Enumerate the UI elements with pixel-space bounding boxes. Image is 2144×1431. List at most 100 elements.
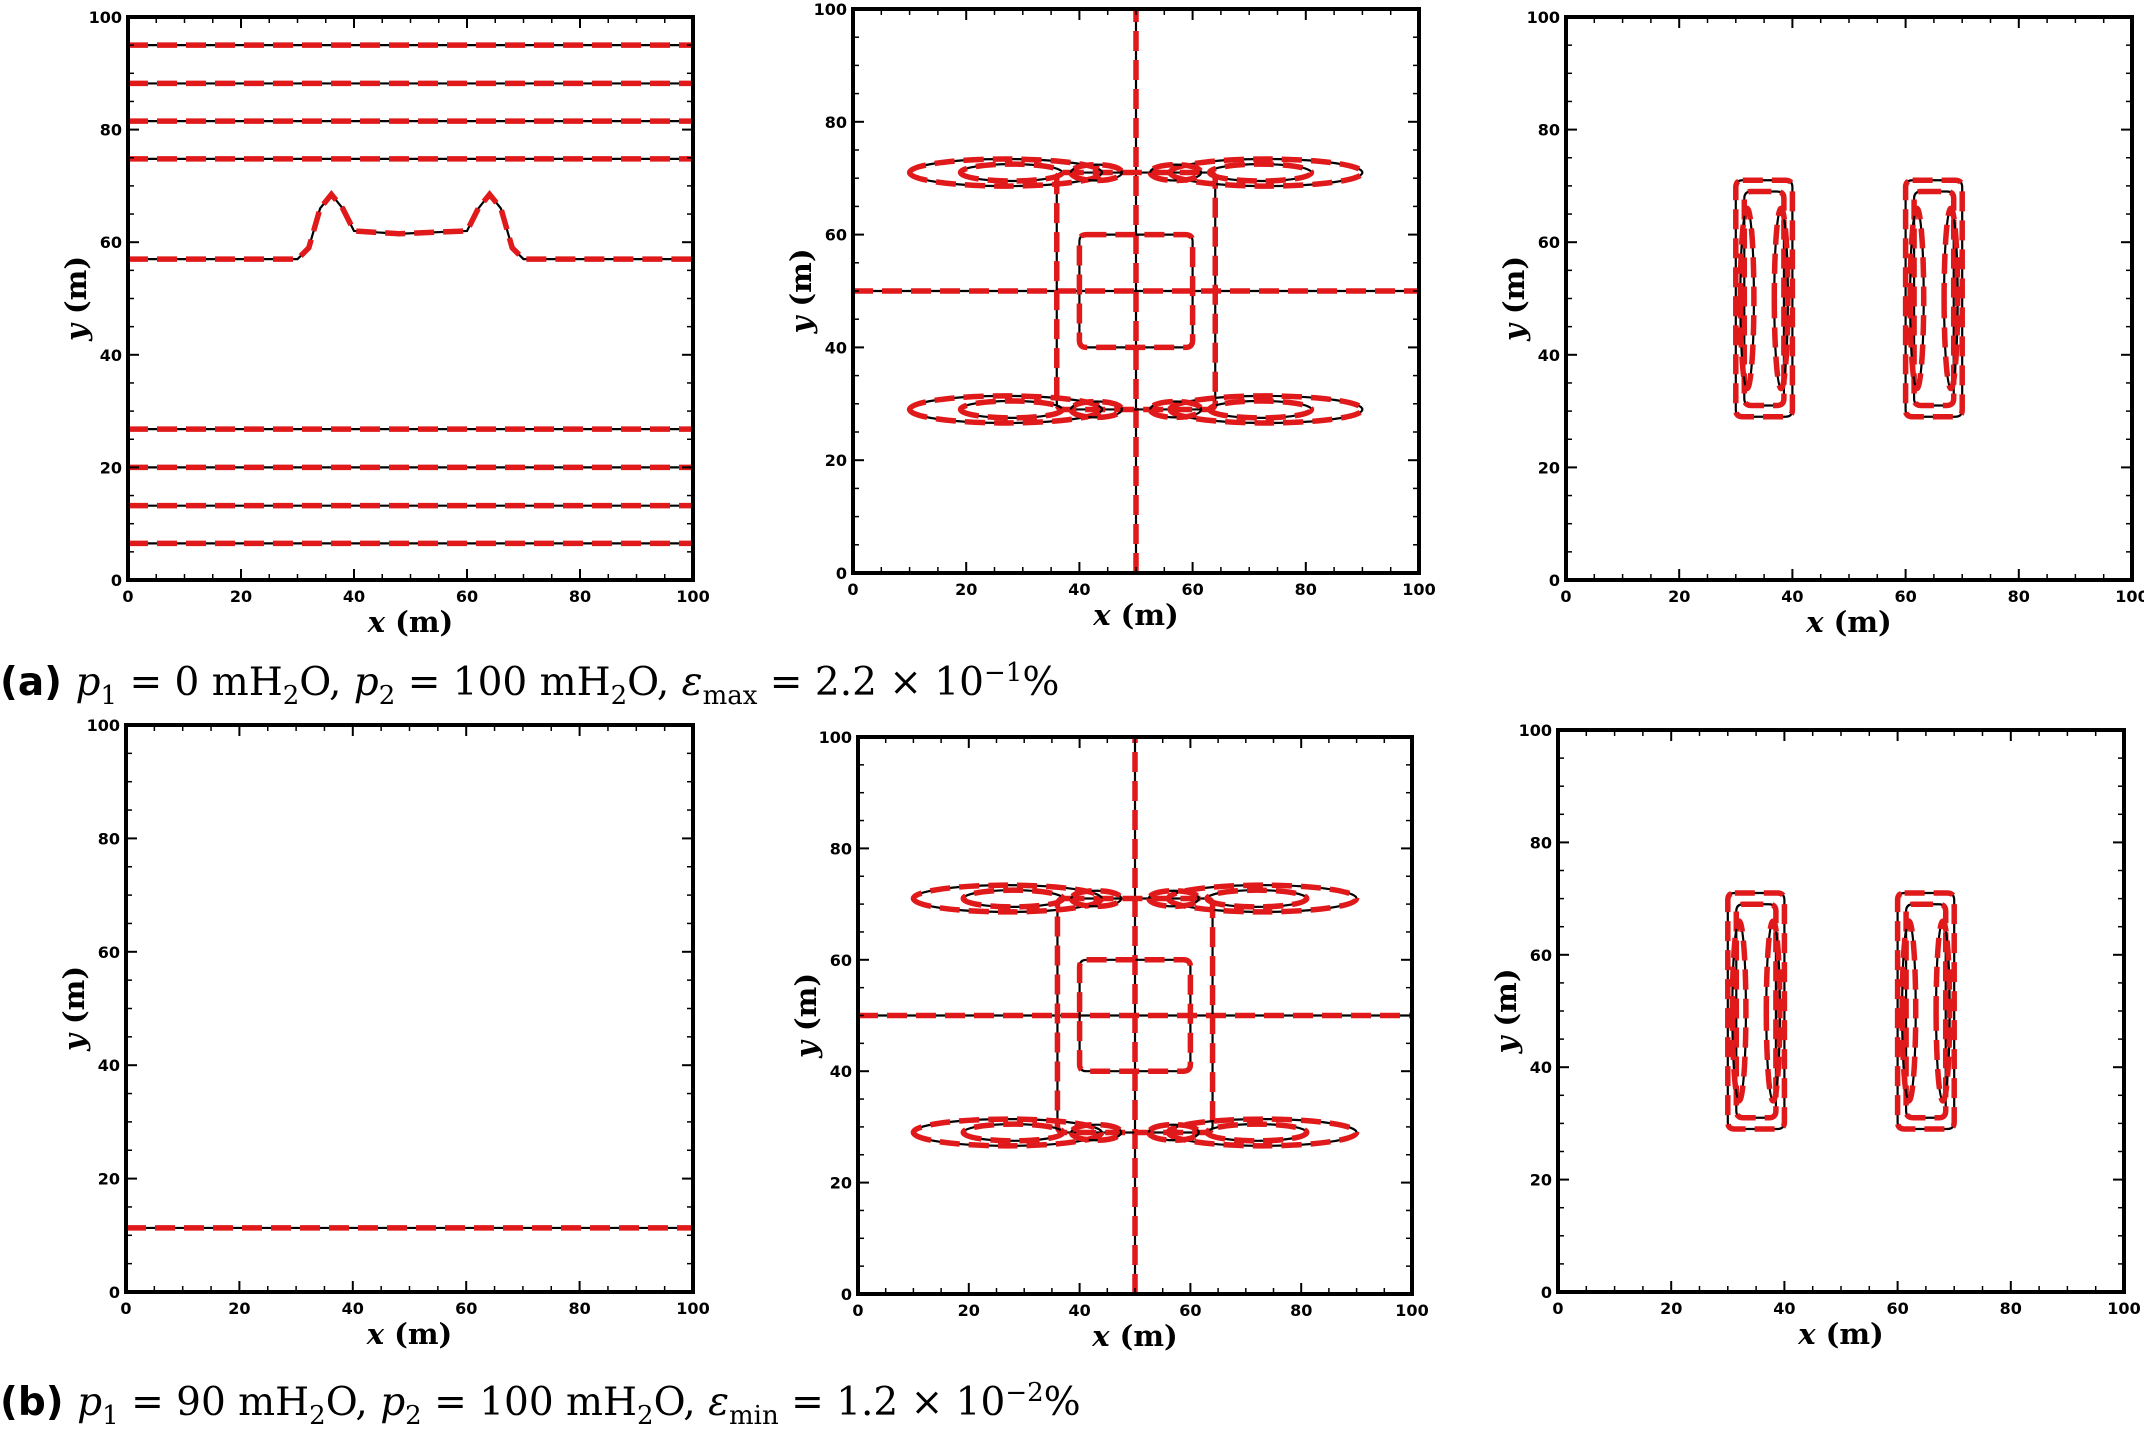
y-tick-label: 20 xyxy=(825,451,847,470)
y-tick-label: 40 xyxy=(100,346,122,365)
y-tick-label: 100 xyxy=(87,716,120,735)
y-tick-label: 80 xyxy=(825,113,847,132)
x-tick-label: 20 xyxy=(958,1301,980,1320)
comparison-contour xyxy=(1732,921,1746,1101)
x-axis-label: x (m) xyxy=(366,1317,453,1351)
comparison-contour xyxy=(1740,208,1754,388)
comparison-contour xyxy=(1936,921,1950,1101)
comparison-contour xyxy=(1741,188,1787,409)
x-tick-label: 20 xyxy=(228,1299,250,1318)
comparison-contour xyxy=(1068,398,1125,421)
x-tick-label: 20 xyxy=(955,580,977,599)
caption-text: 2 xyxy=(637,1400,654,1431)
comparison-contour xyxy=(1147,161,1204,184)
caption-text: ε xyxy=(681,660,703,705)
comparison-contour xyxy=(1204,887,1310,910)
x-axis-label: x (m) xyxy=(1092,598,1179,632)
x-tick-label: 100 xyxy=(676,587,709,606)
y-tick-label: 0 xyxy=(841,1285,852,1304)
comparison-contour xyxy=(1167,393,1366,426)
panel-a-2: 0 20 40 60 80 100 0 20 40 60 80 100 x (m) y (m) xyxy=(784,0,1436,632)
x-tick-label: 60 xyxy=(1886,1299,1908,1318)
comparison-contour xyxy=(1903,901,1949,1121)
x-tick-label: 40 xyxy=(342,1299,364,1318)
y-tick-label: 40 xyxy=(825,338,847,357)
comparison-contour xyxy=(1944,208,1958,388)
caption-text: = 100 mH xyxy=(421,1380,638,1425)
contour-group xyxy=(1736,177,1965,420)
caption-text: 1 xyxy=(100,680,118,711)
contour-group xyxy=(858,737,1412,1294)
y-tick-label: 60 xyxy=(100,233,122,252)
panel-b-1: 0 20 40 60 80 100 0 20 40 60 80 100 x (m) y (m) xyxy=(57,716,710,1351)
contour-group xyxy=(853,9,1419,573)
plot-frame xyxy=(1556,728,2126,1294)
comparison-contour xyxy=(1910,208,1924,388)
x-tick-label: 40 xyxy=(1781,587,1803,606)
comparison-contour xyxy=(128,189,693,262)
caption-a: (a) p1 = 0 mH2O, p2 = 100 mH2O, εmax = 2… xyxy=(0,658,1059,711)
plot-frame xyxy=(1564,15,2134,582)
caption-text: 2 xyxy=(405,1400,422,1431)
caption-label: (a) xyxy=(0,660,76,705)
x-tick-label: 100 xyxy=(1395,1301,1428,1320)
x-axis-label: x (m) xyxy=(1091,1319,1178,1353)
x-tick-label: 40 xyxy=(1068,580,1090,599)
panel-b-2: 0 20 40 60 80 100 0 20 40 60 80 100 x (m) y (m) xyxy=(789,728,1429,1353)
caption-text: 2 xyxy=(309,1400,326,1431)
y-tick-label: 0 xyxy=(111,571,122,590)
comparison-contour xyxy=(1068,161,1125,184)
comparison-contour xyxy=(1076,957,1194,1074)
comparison-contour xyxy=(1911,188,1957,409)
y-tick-label: 80 xyxy=(98,829,120,848)
y-tick-label: 20 xyxy=(100,458,122,477)
reference-contour xyxy=(128,192,693,261)
x-tick-label: 0 xyxy=(847,580,858,599)
caption-text: p xyxy=(380,1380,406,1425)
caption-label: (b) xyxy=(0,1380,78,1425)
contour-group xyxy=(1728,890,1957,1132)
caption-text: −2 xyxy=(1005,1378,1044,1408)
comparison-contour xyxy=(957,398,1066,421)
comparison-contour xyxy=(1733,901,1779,1121)
y-tick-label: 60 xyxy=(98,943,120,962)
caption-text: −1 xyxy=(984,658,1023,688)
y-tick-label: 80 xyxy=(1538,121,1560,140)
caption-text: 2 xyxy=(282,680,300,711)
x-tick-label: 80 xyxy=(1290,1301,1312,1320)
y-tick-label: 40 xyxy=(1530,1058,1552,1077)
comparison-contour xyxy=(1068,1121,1124,1143)
comparison-contour xyxy=(1902,177,1965,420)
comparison-contour xyxy=(1068,888,1124,910)
y-axis-label: y (m) xyxy=(1497,256,1531,342)
y-tick-label: 60 xyxy=(825,226,847,245)
comparison-contour xyxy=(1894,890,1957,1132)
comparison-contour xyxy=(906,156,1105,189)
x-tick-label: 20 xyxy=(1668,587,1690,606)
x-tick-label: 60 xyxy=(1179,1301,1201,1320)
x-tick-label: 60 xyxy=(1894,587,1916,606)
x-tick-label: 40 xyxy=(1068,1301,1090,1320)
comparison-contour xyxy=(957,161,1066,184)
comparison-contour xyxy=(1165,882,1360,915)
y-tick-label: 0 xyxy=(836,564,847,583)
x-tick-label: 40 xyxy=(343,587,365,606)
caption-text: 2 xyxy=(378,680,396,711)
contour-group xyxy=(128,42,693,547)
x-tick-label: 100 xyxy=(676,1299,709,1318)
y-tick-label: 60 xyxy=(1530,946,1552,965)
comparison-contour xyxy=(1076,231,1196,351)
caption-text: = 1.2 × 10 xyxy=(778,1380,1006,1425)
comparison-contour xyxy=(1146,1121,1202,1143)
y-tick-label: 100 xyxy=(1527,8,1560,27)
comparison-contour xyxy=(960,887,1066,910)
y-tick-label: 100 xyxy=(89,8,122,27)
caption-text: = 90 mH xyxy=(118,1380,310,1425)
caption-text: = 2.2 × 10 xyxy=(757,660,984,705)
caption-text: 2 xyxy=(610,680,628,711)
x-tick-label: 100 xyxy=(2107,1299,2140,1318)
x-tick-label: 60 xyxy=(1181,580,1203,599)
x-tick-label: 40 xyxy=(1773,1299,1795,1318)
comparison-contour xyxy=(1146,888,1202,910)
y-tick-label: 80 xyxy=(100,121,122,140)
